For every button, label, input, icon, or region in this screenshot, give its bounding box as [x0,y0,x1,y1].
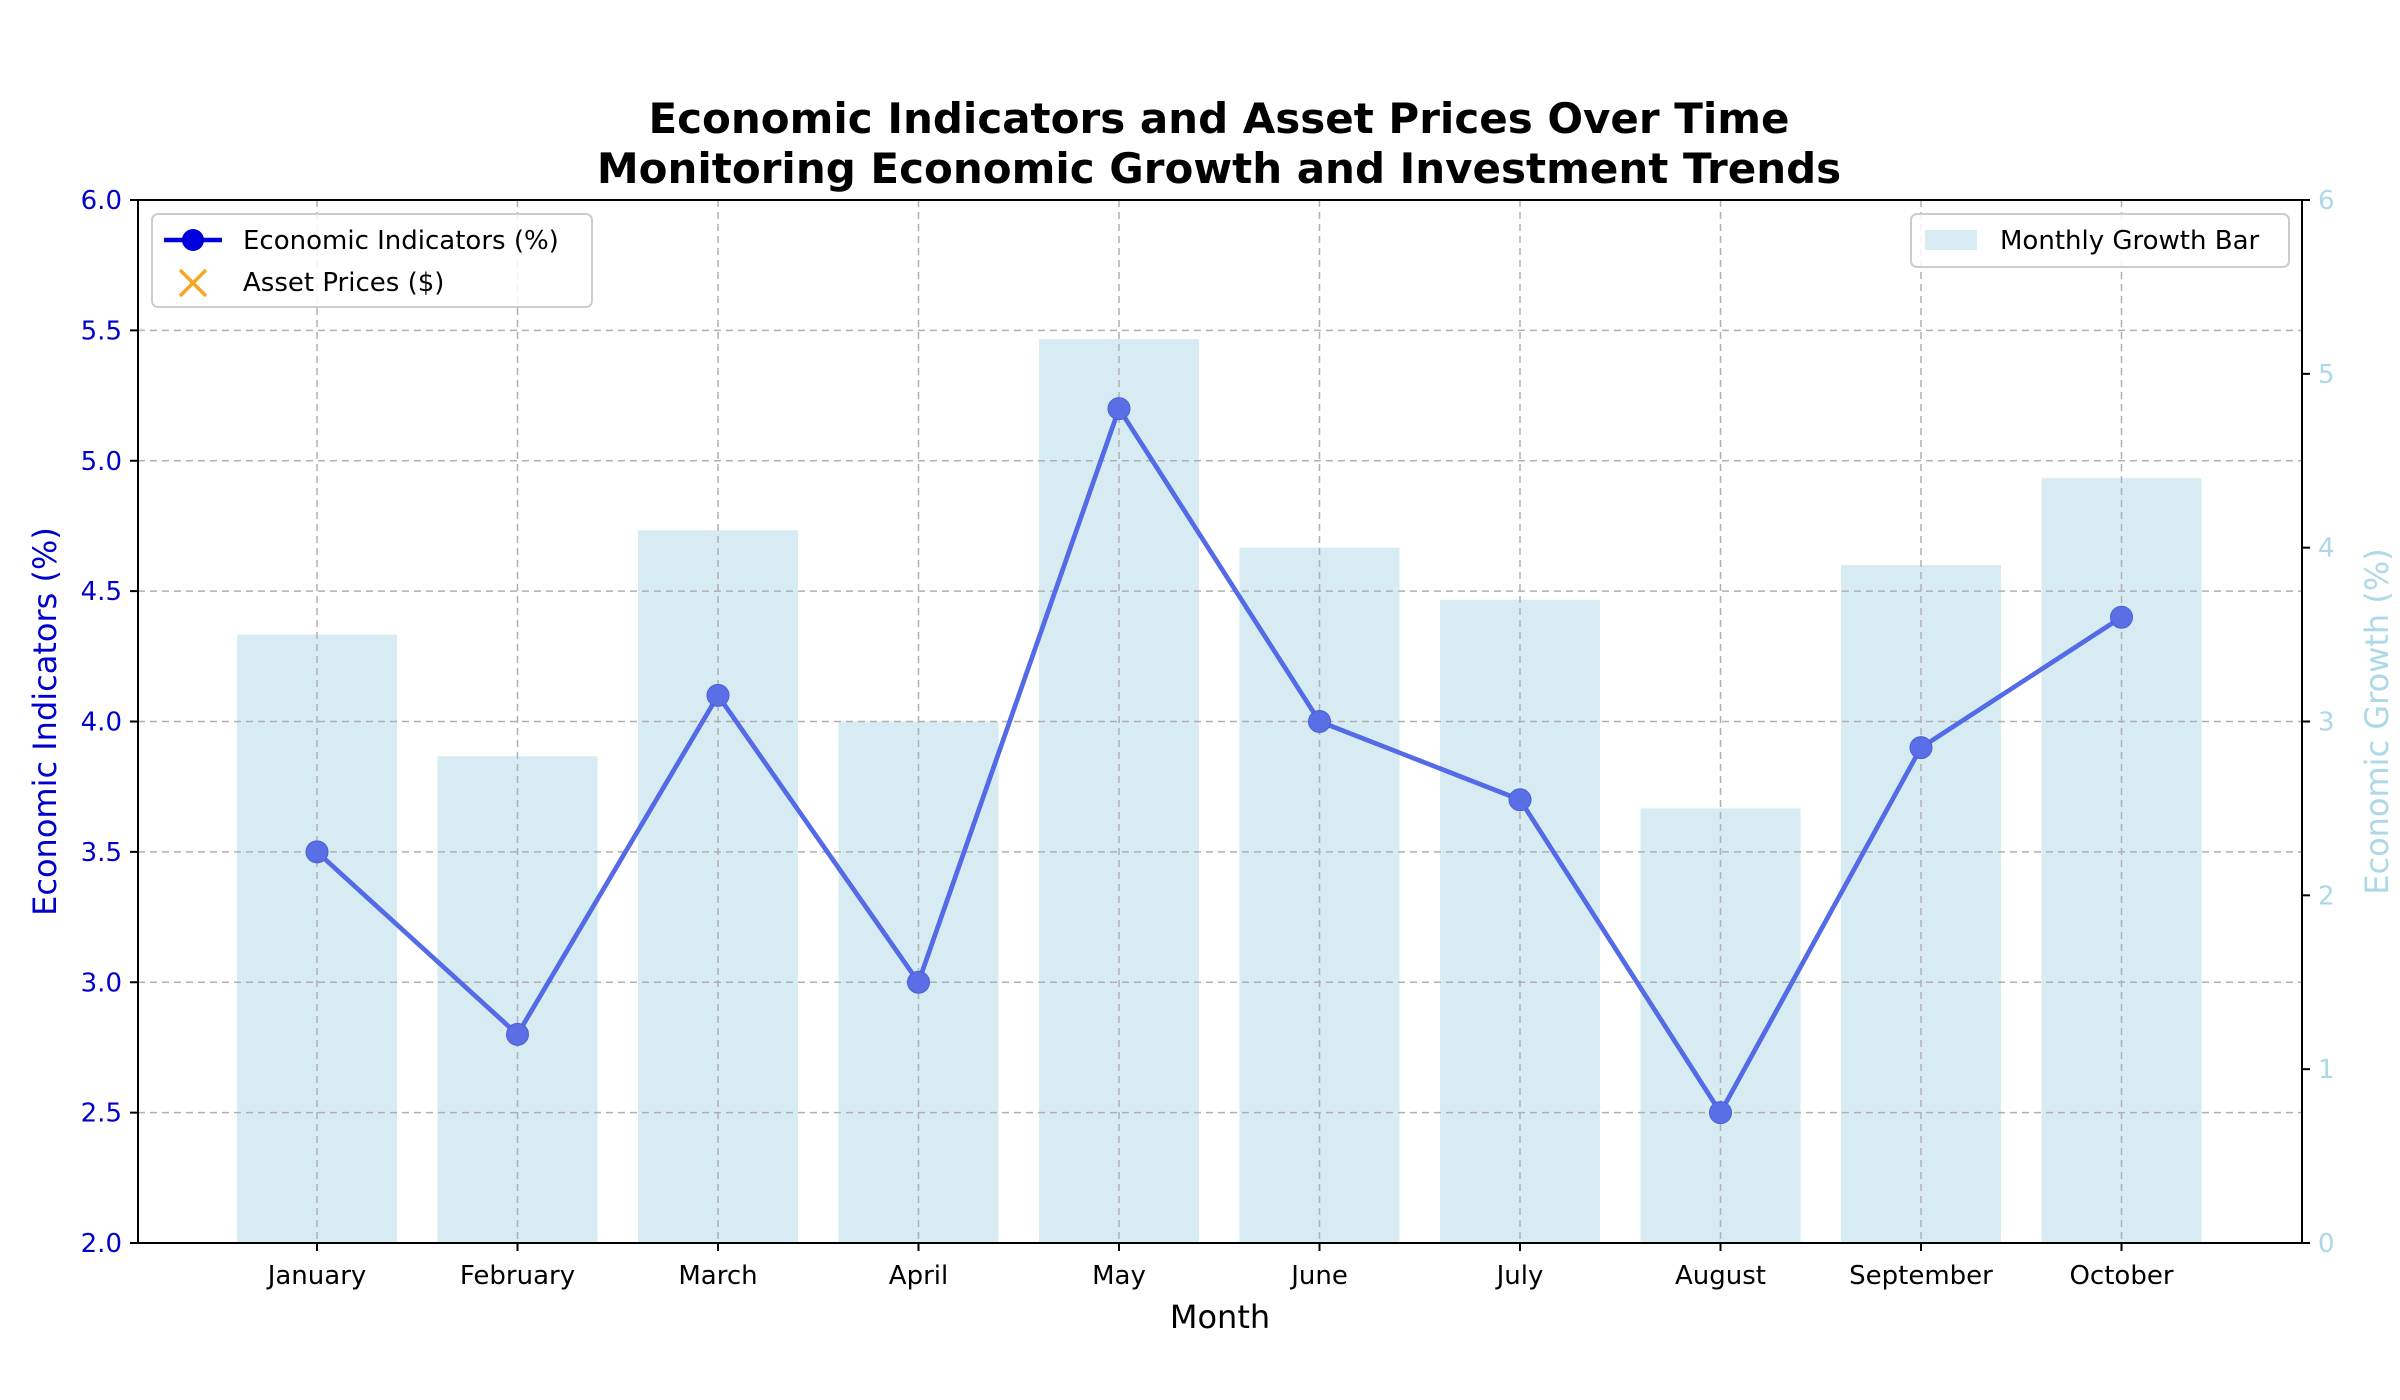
x-tick-label: January [266,1261,367,1291]
legend-left: Economic Indicators (%) Asset Prices ($) [151,213,593,308]
y-axis-label-left: Economic Indicators (%) [26,527,64,916]
x-tick-label: May [1092,1261,1146,1291]
right-tick-label: 6 [2318,186,2335,216]
point-june [1308,710,1331,733]
point-october [2110,605,2133,629]
right-tick-label: 2 [2318,881,2335,911]
x-tick-label: October [2069,1261,2173,1291]
legend-right: Monthly Growth Bar [1910,213,2290,268]
series-line-overlay [315,406,2123,1115]
x-tick-label: April [889,1261,948,1291]
x-tick-label: February [460,1261,575,1291]
x-tick-label: September [1849,1261,1993,1291]
point-january [305,840,329,864]
point-march [706,683,730,707]
right-tick-label: 1 [2318,1055,2335,1085]
x-tick-label: August [1675,1261,1766,1291]
legend-label-monthly-growth-bar: Monthly Growth Bar [2000,226,2260,256]
point-september [1909,736,1933,760]
x-tick-label: July [1495,1261,1544,1291]
right-tick-label: 3 [2318,708,2335,738]
chart-title: Economic Indicators and Asset Prices Ove… [648,94,1789,143]
point-february [506,1022,529,1046]
left-tick-label: 2.0 [81,1229,122,1259]
x-tick-label: June [1289,1261,1348,1291]
point-may [1107,397,1131,421]
legend-left-box [151,213,593,308]
chart-subtitle: Monitoring Economic Growth and Investmen… [597,144,1841,193]
x-tick-label: March [678,1261,757,1291]
left-tick-label: 3.5 [81,838,122,868]
legend-label-asset-prices: Asset Prices ($) [243,268,444,298]
legend-marker-circle [182,229,204,251]
legend-right-box [1910,213,2290,268]
y-axis-label-right: Economic Growth (%) [2358,548,2396,894]
x-axis-label: Month [1170,1298,1270,1336]
left-tick-label: 6.0 [81,186,122,216]
legend-x-marker-b [178,268,208,298]
right-tick-label: 5 [2318,360,2335,390]
left-tick-label: 2.5 [81,1099,122,1129]
right-tick-label: 0 [2318,1229,2335,1259]
right-tick-label: 4 [2318,534,2335,564]
left-tick-label: 3.0 [81,968,122,998]
left-tick-label: 5.5 [81,316,122,346]
point-july [1508,788,1532,812]
left-tick-label: 4.5 [81,577,122,607]
legend-bar-swatch [1925,230,1977,250]
legend-label-economic-indicators: Economic Indicators (%) [243,226,559,256]
point-august [1709,1101,1732,1125]
point-april [907,970,930,994]
left-tick-label: 4.0 [81,708,122,738]
left-tick-label: 5.0 [81,447,122,477]
plot-area: 2.0 2.5 3.0 3.5 4.0 4.5 5.0 5.5 6.0 0 1 2 3 4 5 6 Januar… [26,186,2396,1336]
